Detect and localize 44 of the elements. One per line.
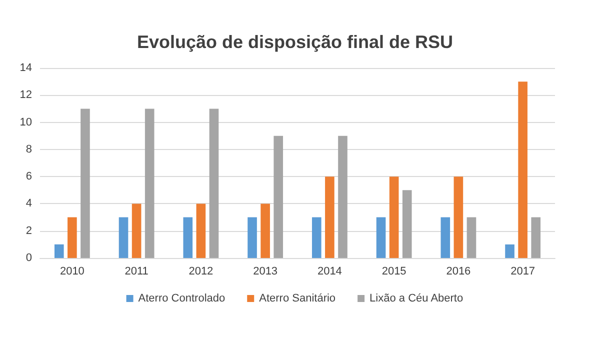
x-tick-label: 2013 [253, 266, 278, 278]
y-tick-label: 8 [26, 143, 32, 156]
bar [132, 204, 142, 258]
chart-title: Evolução de disposição final de RSU [136, 32, 454, 52]
bar [144, 108, 154, 258]
y-tick-label: 4 [26, 198, 32, 210]
legend-label: Aterro Controlado [138, 292, 226, 304]
y-tick-label: 6 [26, 170, 32, 183]
y-tick-label: 12 [20, 89, 32, 102]
bar [80, 108, 90, 258]
bar [260, 204, 270, 258]
bar [118, 217, 128, 258]
bar [466, 217, 476, 258]
bar [402, 190, 412, 258]
x-tick-label: 2016 [446, 266, 471, 278]
y-tick-label: 2 [26, 224, 32, 237]
bar [518, 82, 528, 258]
bar [196, 204, 206, 258]
bar [209, 108, 219, 258]
bar [454, 176, 464, 258]
bar [325, 176, 334, 258]
x-tick-label: 2011 [124, 266, 148, 278]
y-tick-label: 0 [26, 252, 32, 264]
x-tick-label: 2017 [510, 266, 536, 278]
bar [389, 176, 399, 258]
bar [248, 217, 257, 258]
bar [440, 217, 450, 258]
bar [274, 136, 284, 258]
legend-label: Aterro Sanitário [259, 292, 336, 304]
bar [312, 217, 322, 258]
legend-label: Lixão a Céu Aberto [370, 292, 464, 304]
x-tick-label: 2010 [60, 266, 84, 278]
x-tick-label: 2012 [188, 266, 214, 278]
bar [183, 217, 193, 258]
bar [505, 244, 514, 258]
bar [68, 217, 77, 258]
bar [54, 244, 64, 258]
bar [531, 217, 541, 258]
y-tick-label: 10 [20, 116, 32, 128]
bar [376, 217, 386, 258]
x-tick-label: 2015 [382, 266, 406, 278]
y-tick-label: 14 [20, 62, 32, 74]
bar [338, 136, 348, 258]
x-tick-label: 2014 [317, 266, 342, 278]
